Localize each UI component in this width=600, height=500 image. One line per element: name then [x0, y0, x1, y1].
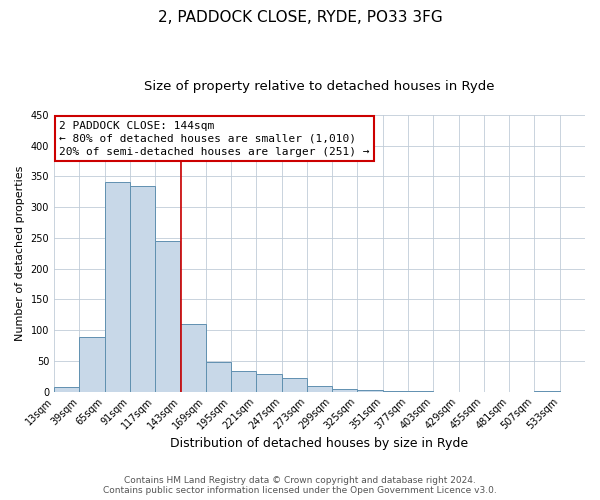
Bar	[155, 241, 181, 392]
Bar	[307, 386, 332, 392]
Bar	[130, 186, 155, 392]
X-axis label: Distribution of detached houses by size in Ryde: Distribution of detached houses by size …	[170, 437, 469, 450]
Bar	[54, 388, 79, 392]
Bar	[104, 182, 130, 392]
Text: Contains HM Land Registry data © Crown copyright and database right 2024.
Contai: Contains HM Land Registry data © Crown c…	[103, 476, 497, 495]
Bar	[181, 324, 206, 392]
Text: 2, PADDOCK CLOSE, RYDE, PO33 3FG: 2, PADDOCK CLOSE, RYDE, PO33 3FG	[158, 10, 442, 25]
Bar	[535, 391, 560, 392]
Bar	[231, 372, 256, 392]
Bar	[332, 388, 358, 392]
Bar	[383, 391, 408, 392]
Title: Size of property relative to detached houses in Ryde: Size of property relative to detached ho…	[144, 80, 495, 93]
Bar	[358, 390, 383, 392]
Bar	[206, 362, 231, 392]
Bar	[79, 337, 104, 392]
Y-axis label: Number of detached properties: Number of detached properties	[15, 166, 25, 341]
Text: 2 PADDOCK CLOSE: 144sqm
← 80% of detached houses are smaller (1,010)
20% of semi: 2 PADDOCK CLOSE: 144sqm ← 80% of detache…	[59, 120, 370, 157]
Bar	[256, 374, 281, 392]
Bar	[408, 391, 433, 392]
Bar	[281, 378, 307, 392]
